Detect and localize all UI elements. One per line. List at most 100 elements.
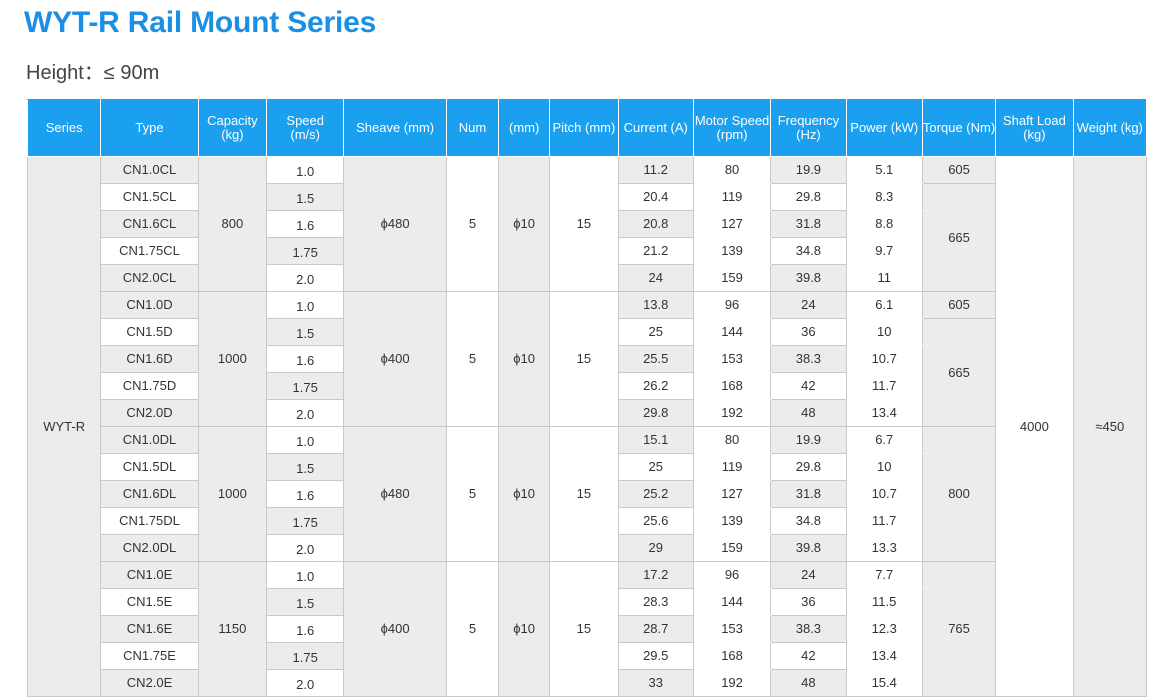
power-cell: 13.4 [845, 399, 923, 427]
power-cell: 11 [845, 264, 923, 292]
current-cell: 33 [617, 669, 694, 697]
table-row: WYT-R CN1.0CL 800 1.0 ϕ480 5 ϕ10 15 11.2 80 19.9 5.… [26, 156, 1148, 697]
frequency-cell: 24 [770, 291, 847, 319]
power-cell: 12.3 [845, 615, 923, 643]
table-row: CN1.5D 1.5 25 144 36 10 665 [28, 318, 1147, 427]
pitch-cell: 15 [549, 156, 619, 292]
num-cell: 5 [445, 291, 500, 427]
table-header-row: Series Type Capacity (kg) Speed (m/s) Sheave (… [26, 99, 1148, 157]
pitch-cell: 15 [549, 426, 619, 562]
power-cell: 10.7 [845, 345, 923, 373]
motor-speed-cell: 153 [692, 345, 772, 373]
frequency-cell: 19.9 [770, 156, 847, 184]
current-cell: 29 [617, 534, 694, 562]
num-cell: 5 [445, 156, 500, 292]
frequency-cell: 31.8 [770, 210, 847, 238]
frequency-cell: 19.9 [770, 426, 847, 454]
power-cell: 13.3 [845, 534, 923, 562]
motor-speed-cell: 192 [692, 399, 772, 427]
motor-speed-cell: 96 [692, 291, 772, 319]
type-cell: CN2.0D [100, 399, 199, 427]
type-cell: CN2.0E [100, 669, 199, 697]
current-cell: 20.4 [617, 183, 694, 211]
table-row: CN1.6D 1.6 25.5 153 38.3 10.7 [28, 345, 1147, 373]
motor-speed-cell: 168 [692, 642, 772, 670]
header-current: Current (A) [617, 99, 694, 157]
type-cell: CN1.5CL [100, 183, 199, 211]
type-cell: CN1.0DL [100, 426, 199, 454]
weight-cell: ≈450 [1072, 156, 1148, 697]
frequency-cell: 36 [770, 588, 847, 616]
speed-cell: 1.5 [266, 588, 345, 616]
capacity-cell: 800 [197, 156, 268, 292]
motor-speed-cell: 144 [692, 588, 772, 616]
frequency-cell: 42 [770, 642, 847, 670]
power-cell: 8.3 [845, 183, 923, 211]
frequency-cell: 38.3 [770, 615, 847, 643]
motor-speed-cell: 127 [692, 480, 772, 508]
type-cell: CN1.6CL [100, 210, 199, 238]
type-cell: CN1.5DL [100, 453, 199, 481]
speed-cell: 1.5 [266, 183, 345, 211]
header-frequency: Frequency (Hz) [770, 99, 847, 157]
sheave-cell: ϕ400 [343, 561, 447, 697]
motor-speed-cell: 119 [692, 183, 772, 211]
specifications-table: Series Type Capacity (kg) Speed (m/s) Sheave (… [26, 99, 1148, 697]
type-cell: CN1.75D [100, 372, 199, 400]
rope-diameter-cell: ϕ10 [498, 291, 551, 427]
shaft-load-cell: 4000 [995, 156, 1074, 697]
torque-cell: 765 [921, 561, 997, 697]
current-cell: 25.5 [617, 345, 694, 373]
header-motor-speed: Motor Speed (rpm) [692, 99, 772, 157]
header-power: Power (kW) [845, 99, 923, 157]
header-weight: Weight (kg) [1072, 99, 1148, 157]
speed-cell: 2.0 [266, 669, 345, 697]
page-title: WYT-R Rail Mount Series [24, 6, 377, 39]
speed-cell: 1.5 [266, 318, 345, 346]
speed-cell: 1.75 [266, 372, 345, 400]
power-cell: 6.1 [845, 291, 923, 319]
table-row: CN1.75E 1.75 29.5 168 42 13.4 [28, 642, 1147, 670]
header-capacity: Capacity (kg) [197, 99, 268, 157]
frequency-cell: 38.3 [770, 345, 847, 373]
header-type: Type [100, 99, 199, 157]
speed-cell: 1.75 [266, 237, 345, 265]
table-row: CN1.6CL 1.6 20.8 127 31.8 8.8 [28, 210, 1147, 238]
type-cell: CN1.0E [100, 561, 199, 589]
table-row: CN1.5DL 1.5 25 119 29.8 10 [28, 453, 1147, 481]
speed-cell: 1.0 [266, 156, 345, 184]
motor-speed-cell: 153 [692, 615, 772, 643]
speed-cell: 1.6 [266, 345, 345, 373]
torque-cell: 800 [921, 426, 997, 562]
current-cell: 20.8 [617, 210, 694, 238]
speed-cell: 2.0 [266, 264, 345, 292]
power-cell: 7.7 [845, 561, 923, 589]
table-body: WYT-R CN1.0CL 800 1.0 ϕ480 5 ϕ10 15 11.2 80 19.9 5.… [26, 156, 1148, 697]
table-row: CN1.0D 1000 1.0 ϕ400 5 ϕ10 15 13.8 96 24 6.1 605 [28, 291, 1147, 427]
header-speed: Speed (m/s) [266, 99, 345, 157]
frequency-cell: 34.8 [770, 237, 847, 265]
frequency-cell: 34.8 [770, 507, 847, 535]
pitch-cell: 15 [549, 291, 619, 427]
frequency-cell: 48 [770, 399, 847, 427]
table-row: CN2.0DL 2.0 29 159 39.8 13.3 [28, 534, 1147, 562]
type-cell: CN1.0D [100, 291, 199, 319]
type-cell: CN1.5E [100, 588, 199, 616]
table-row: CN1.0E 1150 1.0 ϕ400 5 ϕ10 15 17.2 96 24 7.7 765 [28, 561, 1147, 697]
table-row: CN1.6E 1.6 28.7 153 38.3 12.3 [28, 615, 1147, 643]
num-cell: 5 [445, 426, 500, 562]
table-row: CN1.75DL 1.75 25.6 139 34.8 11.7 [28, 507, 1147, 535]
type-cell: CN2.0CL [100, 264, 199, 292]
motor-speed-cell: 80 [692, 426, 772, 454]
type-cell: CN1.6DL [100, 480, 199, 508]
motor-speed-cell: 168 [692, 372, 772, 400]
power-cell: 10 [845, 453, 923, 481]
table-row: CN1.5E 1.5 28.3 144 36 11.5 [28, 588, 1147, 616]
capacity-cell: 1000 [197, 426, 268, 562]
sheave-cell: ϕ480 [343, 156, 447, 292]
rope-diameter-cell: ϕ10 [498, 561, 551, 697]
torque-cell: 665 [921, 318, 997, 427]
torque-cell: 605 [921, 156, 997, 184]
power-cell: 10.7 [845, 480, 923, 508]
current-cell: 26.2 [617, 372, 694, 400]
